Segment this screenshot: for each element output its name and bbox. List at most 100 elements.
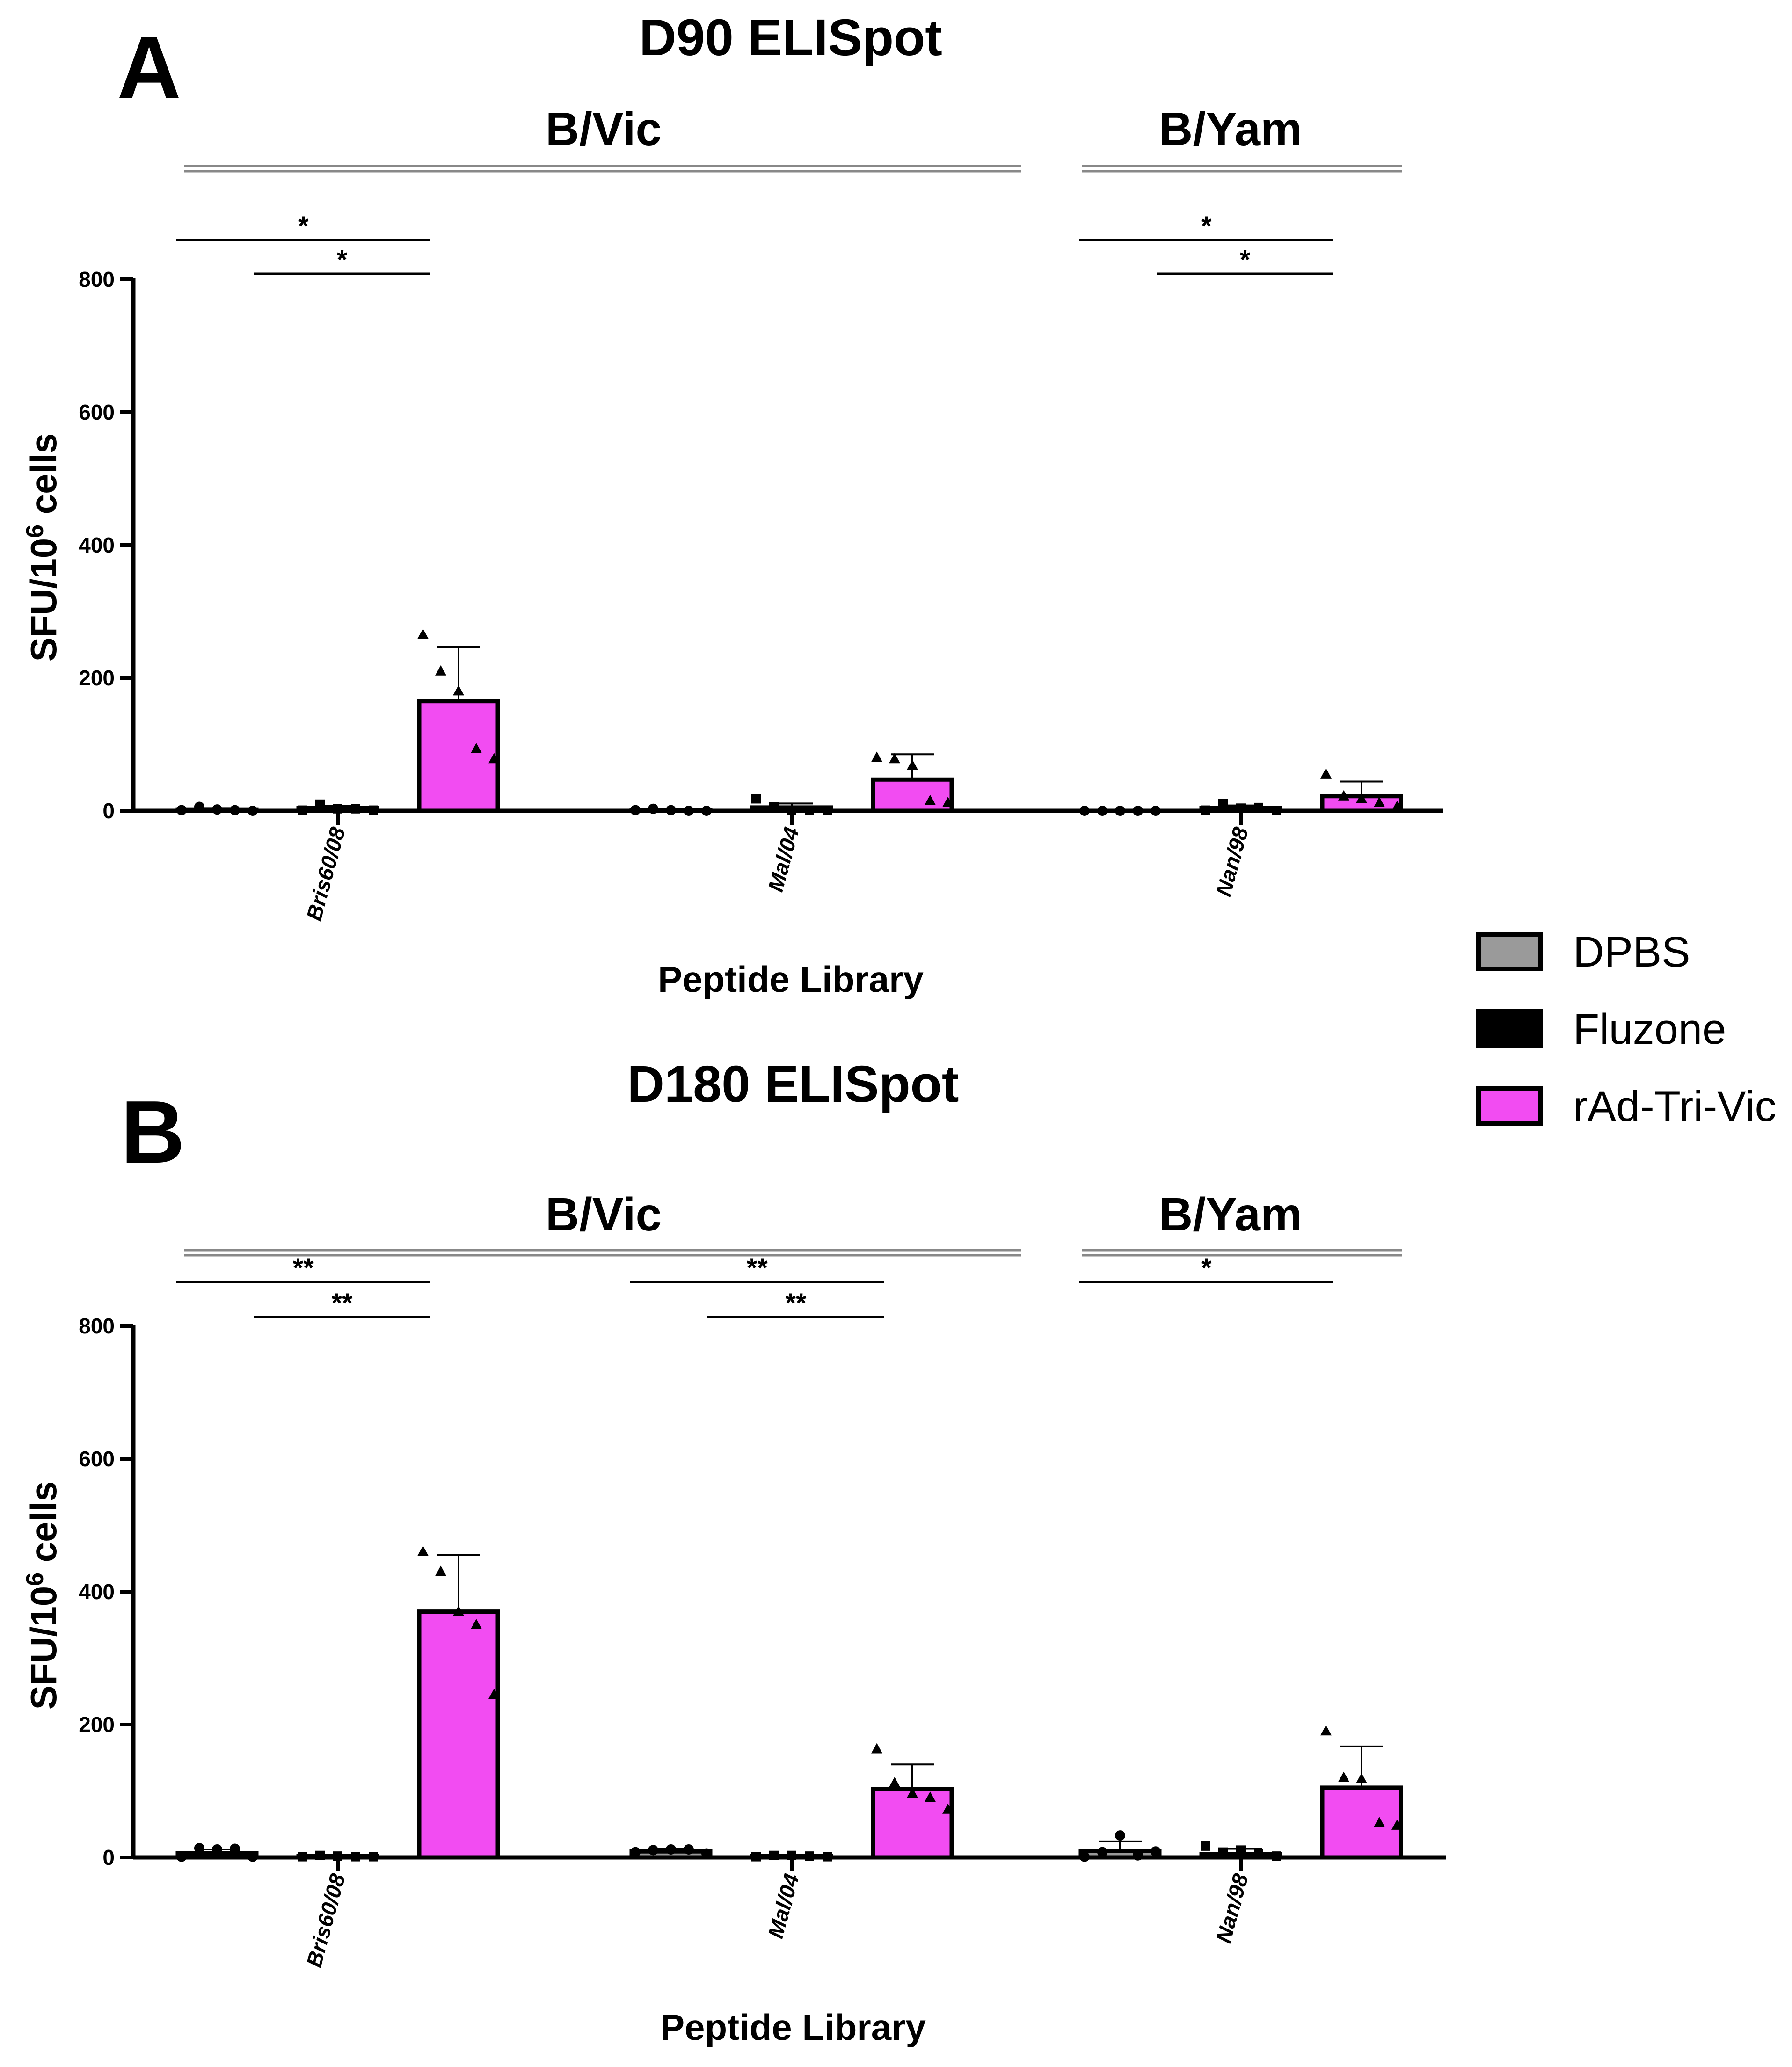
point-dpbs-nan98-4 — [1133, 806, 1143, 816]
legend-swatch-dpbs — [1476, 932, 1543, 971]
point-radtrivic-nan98-2 — [1338, 1771, 1349, 1782]
significance-bris6008-fluzone-vs-radtrivic: ** — [254, 1288, 430, 1318]
point-dpbs-bris6008-1 — [176, 805, 187, 815]
point-radtrivic-nan98-1 — [1320, 768, 1332, 779]
point-fluzone-mal04-2 — [769, 1850, 779, 1860]
point-fluzone-bris6008-4 — [351, 1852, 360, 1862]
point-radtrivic-nan98-5 — [1391, 1819, 1403, 1830]
point-fluzone-nan98-1 — [1201, 805, 1210, 815]
significance-label: * — [298, 211, 309, 241]
point-fluzone-nan98-3 — [1236, 1845, 1246, 1855]
point-radtrivic-bris6008-2 — [435, 1565, 446, 1576]
bar-radtrivic-mal04 — [871, 1787, 954, 1860]
point-radtrivic-mal04-3 — [907, 1787, 918, 1798]
point-fluzone-nan98-1 — [1201, 1841, 1210, 1851]
point-dpbs-nan98-3 — [1115, 806, 1125, 816]
y-tick-label-600: 600 — [79, 400, 115, 424]
point-fluzone-nan98-5 — [1272, 1851, 1281, 1861]
point-fluzone-nan98-3 — [1236, 803, 1246, 813]
point-radtrivic-nan98-4 — [1374, 1817, 1385, 1827]
significance-label: ** — [747, 1253, 768, 1283]
point-fluzone-nan98-2 — [1218, 1847, 1228, 1857]
point-radtrivic-mal04-4 — [925, 1791, 936, 1802]
legend-label-radtrivic: rAd-Tri-Vic — [1573, 1083, 1776, 1130]
point-radtrivic-mal04-1 — [871, 751, 882, 762]
point-dpbs-nan98-5 — [1151, 1846, 1161, 1857]
point-dpbs-mal04-2 — [648, 1845, 658, 1856]
point-fluzone-bris6008-5 — [369, 805, 378, 815]
x-axis-title-b: Peptide Library — [660, 2007, 926, 2048]
point-radtrivic-bris6008-3 — [453, 685, 464, 696]
point-fluzone-mal04-5 — [823, 1852, 832, 1862]
group-label-byam-a: B/Yam — [1159, 103, 1302, 155]
error-bar-dpbs-nan98 — [1099, 1840, 1142, 1851]
plot-area-a: 0 200 400 600 800 Bris60/08 Mal/04 Nan/98 * * * * — [79, 211, 1443, 923]
category-label-nan98: Nan/98 — [1211, 824, 1253, 899]
y-tick-label-400: 400 — [79, 1579, 115, 1604]
point-dpbs-bris6008-5 — [248, 1851, 258, 1862]
group-label-bvic-a: B/Vic — [546, 103, 662, 155]
point-dpbs-mal04-1 — [630, 805, 641, 815]
group-bar-bvic-a — [184, 165, 1021, 173]
error-bar-radtrivic-bris6008 — [437, 1554, 480, 1612]
point-dpbs-mal04-4 — [684, 806, 694, 816]
point-fluzone-bris6008-3 — [333, 1851, 342, 1861]
point-fluzone-bris6008-5 — [369, 1852, 378, 1862]
significance-label: ** — [785, 1288, 807, 1318]
y-tick-label-0: 0 — [102, 1845, 115, 1870]
point-fluzone-bris6008-4 — [351, 804, 360, 814]
significance-nan98-fluzone-vs-radtrivic: * — [1157, 245, 1333, 275]
legend-swatch-radtrivic — [1476, 1086, 1543, 1126]
point-fluzone-mal04-1 — [751, 794, 761, 804]
point-radtrivic-bris6008-4 — [471, 1619, 482, 1629]
significance-bris6008-dpbs-vs-radtrivic: * — [176, 211, 430, 241]
y-tick-label-600: 600 — [79, 1447, 115, 1471]
point-radtrivic-bris6008-3 — [453, 1605, 464, 1616]
point-radtrivic-mal04-5 — [942, 796, 954, 807]
bar-radtrivic-bris6008 — [417, 699, 500, 813]
point-radtrivic-nan98-4 — [1374, 796, 1385, 807]
point-fluzone-bris6008-1 — [298, 1852, 307, 1862]
panel-b: B D180 ELISpot B/Vic B/Yam SFU/106 cells… — [22, 1055, 1446, 2048]
significance-nan98-dpbs-vs-radtrivic: * — [1079, 1253, 1333, 1283]
y-tick-label-800: 800 — [79, 267, 115, 291]
error-bar-radtrivic-mal04 — [891, 1763, 934, 1789]
point-dpbs-bris6008-5 — [248, 806, 258, 816]
point-radtrivic-nan98-3 — [1356, 793, 1367, 803]
point-fluzone-mal04-4 — [805, 805, 814, 815]
significance-label: * — [337, 245, 348, 275]
group-bar-byam-a — [1082, 165, 1402, 173]
point-dpbs-bris6008-2 — [194, 801, 204, 812]
point-dpbs-mal04-3 — [666, 805, 676, 815]
category-label-bris6008: Bris60/08 — [301, 1871, 350, 1970]
panel-letter-b: B — [121, 1083, 185, 1182]
point-fluzone-bris6008-1 — [298, 805, 307, 815]
point-fluzone-mal04-4 — [805, 1851, 814, 1861]
point-dpbs-mal04-3 — [666, 1844, 676, 1855]
point-dpbs-mal04-5 — [701, 1848, 712, 1859]
group-label-byam-b: B/Yam — [1159, 1188, 1302, 1241]
bar-radtrivic-nan98 — [1320, 1785, 1403, 1860]
category-label-mal04: Mal/04 — [763, 824, 804, 894]
category-label-bris6008: Bris60/08 — [301, 824, 350, 923]
legend: DPBS Fluzone rAd-Tri-Vic — [1476, 928, 1776, 1130]
y-tick-label-0: 0 — [102, 799, 115, 823]
point-fluzone-nan98-4 — [1254, 802, 1263, 812]
legend-label-dpbs: DPBS — [1573, 928, 1690, 976]
point-fluzone-nan98-5 — [1272, 806, 1281, 815]
significance-bris6008-dpbs-vs-radtrivic: ** — [176, 1253, 430, 1283]
point-radtrivic-nan98-5 — [1391, 801, 1403, 811]
point-dpbs-mal04-1 — [630, 1847, 641, 1857]
point-dpbs-bris6008-4 — [230, 805, 240, 815]
y-tick-label-800: 800 — [79, 1314, 115, 1338]
point-dpbs-nan98-1 — [1079, 1851, 1090, 1862]
point-fluzone-nan98-4 — [1254, 1849, 1263, 1858]
point-radtrivic-bris6008-1 — [417, 628, 429, 639]
point-dpbs-mal04-2 — [648, 803, 658, 814]
significance-mal04-fluzone-vs-radtrivic: ** — [707, 1288, 884, 1318]
point-dpbs-nan98-4 — [1133, 1850, 1143, 1861]
group-bar-byam-b — [1082, 1249, 1402, 1257]
point-dpbs-nan98-1 — [1079, 806, 1090, 816]
